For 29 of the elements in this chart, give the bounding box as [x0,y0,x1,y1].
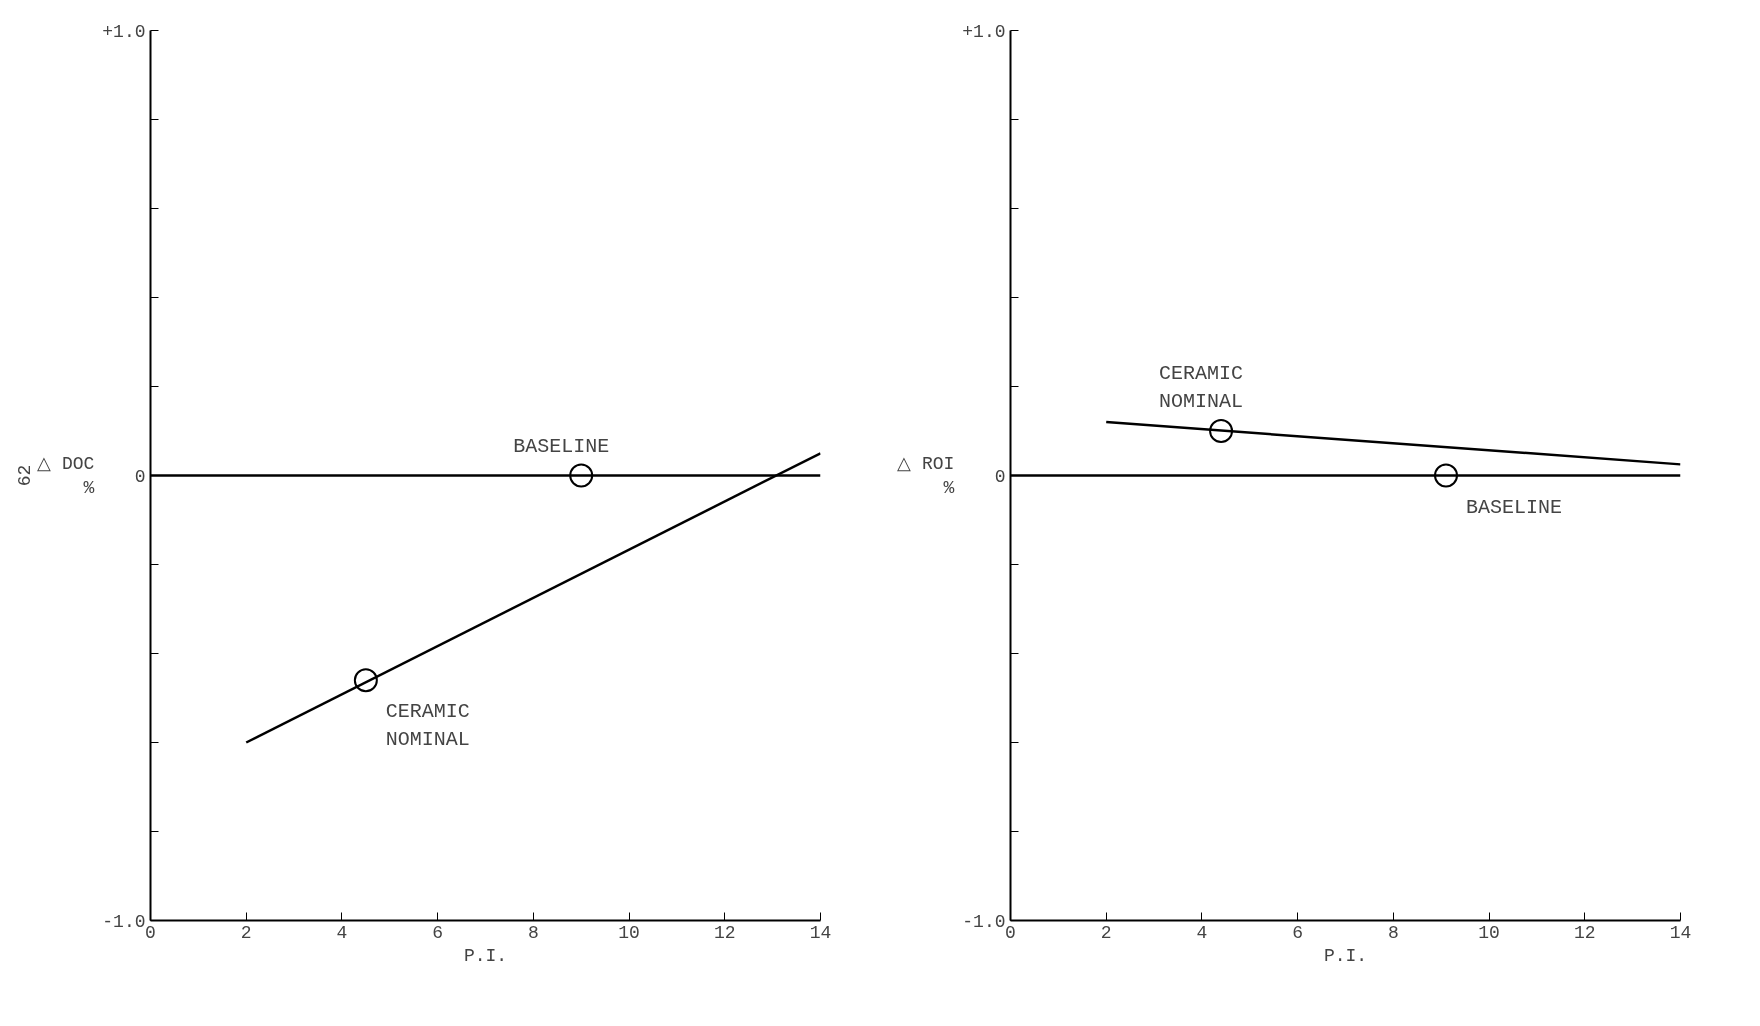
x-tick-label: 10 [1478,922,1500,943]
y-tick-label: +1.0 [102,21,146,42]
x-tick-label: 12 [713,922,736,943]
y-tick-label: -1.0 [962,911,1006,932]
annotation: BASELINE [1466,495,1563,519]
annotation: CERAMIC NOMINAL [385,700,470,751]
x-tick-label: 8 [527,922,539,943]
x-tick-label: 6 [1292,922,1304,943]
y-tick-label: 0 [134,466,146,487]
y-tick-label: +1.0 [962,21,1006,42]
y-tick-label: 0 [994,466,1006,487]
x-tick-label: 12 [1573,922,1596,943]
annotation: CERAMIC NOMINAL [1159,362,1244,413]
y-axis-title: △ ROI % [897,453,955,498]
y-tick-label: -1.0 [102,911,146,932]
y-axis-title: △ DOC % [37,453,95,498]
text: 62 [14,464,35,487]
x-tick-label: 10 [618,922,640,943]
annotation: BASELINE [513,434,610,458]
x-tick-label: 14 [1669,922,1692,943]
x-axis-title: P.I. [463,945,508,966]
x-tick-label: 4 [336,922,348,943]
x-tick-label: 2 [240,922,252,943]
x-tick-label: 4 [1196,922,1208,943]
x-tick-label: 8 [1387,922,1399,943]
x-tick-label: 2 [1100,922,1112,943]
x-tick-label: 6 [432,922,444,943]
x-axis-title: P.I. [1323,945,1368,966]
x-tick-label: 14 [809,922,832,943]
